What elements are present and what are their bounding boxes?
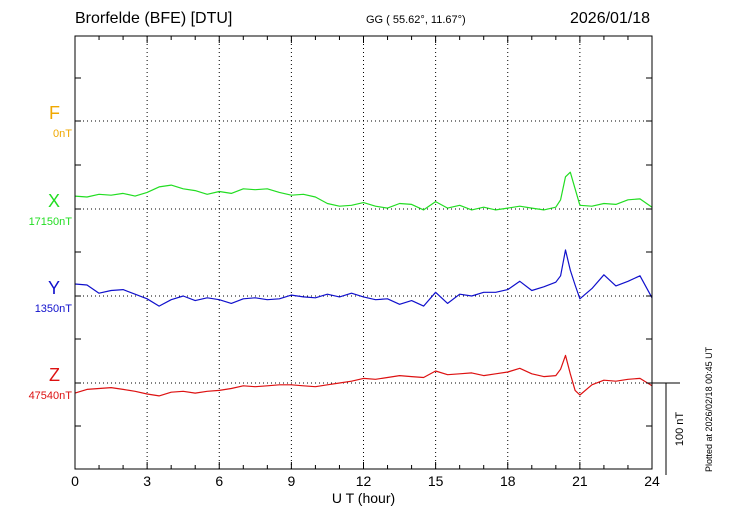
x-tick-label: 12 [356, 473, 372, 489]
x-tick-label: 18 [500, 473, 516, 489]
series-layer [74, 171, 653, 397]
x-tick-label: 3 [143, 473, 151, 489]
series-baseline-y: 1350nT [34, 303, 72, 315]
series-line-y [74, 249, 653, 307]
x-tick-label: 15 [428, 473, 444, 489]
series-name-y: Y [47, 278, 60, 298]
x-tick-label: 9 [287, 473, 295, 489]
x-tick-label: 6 [215, 473, 223, 489]
plot-date: 2026/01/18 [570, 10, 651, 27]
x-axis-label: U T (hour) [332, 490, 395, 506]
scale-bar-label: 100 nT [674, 412, 686, 447]
x-tick-label: 0 [71, 473, 79, 489]
scale-bar: 100 nT [652, 382, 686, 475]
series-baseline-x: 17150nT [28, 216, 72, 228]
station-title: Brorfelde (BFE) [DTU] [75, 10, 233, 27]
series-line-z [74, 354, 653, 397]
axes: 0 3 6 9 12 15 18 21 24 U T (hour) [71, 35, 660, 506]
series-name-z: Z [49, 365, 60, 385]
series-baseline-f: 0nT [53, 128, 72, 140]
x-tick-label: 21 [572, 473, 588, 489]
plotted-timestamp: Plotted at 2026/02/18 00:45 UT [704, 346, 714, 472]
series-baseline-z: 47540nT [28, 390, 72, 402]
series-line-x [74, 171, 653, 211]
series-name-f: F [49, 103, 60, 123]
grid [75, 36, 652, 469]
series-name-x: X [47, 191, 60, 211]
station-coords: GG ( 55.62°, 11.67°) [366, 14, 466, 26]
x-tick-label: 24 [644, 473, 660, 489]
